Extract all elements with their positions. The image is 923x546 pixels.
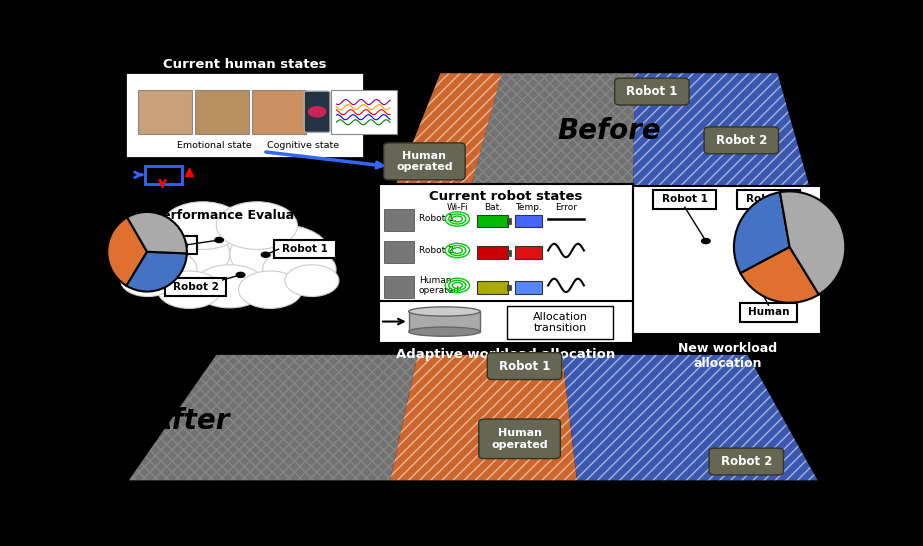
FancyBboxPatch shape bbox=[331, 90, 397, 134]
Text: Adaptive workload allocation: Adaptive workload allocation bbox=[396, 348, 616, 361]
FancyBboxPatch shape bbox=[487, 353, 562, 379]
Polygon shape bbox=[390, 353, 577, 482]
Text: Robot 1: Robot 1 bbox=[626, 85, 677, 98]
FancyBboxPatch shape bbox=[252, 90, 306, 134]
Circle shape bbox=[161, 207, 299, 289]
Circle shape bbox=[285, 265, 339, 296]
FancyBboxPatch shape bbox=[704, 127, 778, 154]
Polygon shape bbox=[633, 72, 813, 194]
Circle shape bbox=[751, 245, 761, 250]
Circle shape bbox=[238, 271, 302, 308]
Text: Bat.: Bat. bbox=[484, 203, 502, 212]
Text: Error: Error bbox=[555, 203, 577, 212]
Text: Current robot states: Current robot states bbox=[429, 191, 582, 203]
Wedge shape bbox=[740, 247, 819, 302]
Polygon shape bbox=[126, 353, 418, 482]
FancyBboxPatch shape bbox=[508, 218, 511, 224]
FancyBboxPatch shape bbox=[384, 209, 414, 231]
Text: Human
operated:: Human operated: bbox=[419, 276, 462, 295]
Wedge shape bbox=[107, 217, 147, 286]
FancyBboxPatch shape bbox=[138, 90, 192, 134]
Circle shape bbox=[124, 248, 197, 291]
Text: Human: Human bbox=[147, 240, 188, 250]
Circle shape bbox=[129, 224, 230, 283]
FancyBboxPatch shape bbox=[409, 311, 480, 331]
Text: Robot 2: Robot 2 bbox=[721, 455, 772, 468]
FancyBboxPatch shape bbox=[164, 278, 226, 296]
Circle shape bbox=[193, 265, 267, 308]
Circle shape bbox=[751, 278, 761, 283]
FancyBboxPatch shape bbox=[476, 215, 508, 227]
Circle shape bbox=[230, 224, 330, 283]
Circle shape bbox=[121, 265, 174, 296]
FancyBboxPatch shape bbox=[508, 306, 613, 339]
Circle shape bbox=[308, 106, 326, 117]
Circle shape bbox=[162, 202, 244, 250]
Text: Cognitive state: Cognitive state bbox=[268, 141, 340, 150]
Text: After: After bbox=[150, 407, 230, 435]
Ellipse shape bbox=[409, 327, 480, 336]
FancyBboxPatch shape bbox=[138, 236, 198, 254]
Text: New workload
allocation: New workload allocation bbox=[677, 342, 777, 370]
Wedge shape bbox=[127, 212, 186, 253]
Text: Current human states: Current human states bbox=[162, 57, 326, 70]
FancyBboxPatch shape bbox=[740, 303, 797, 322]
Text: Wi-Fi: Wi-Fi bbox=[447, 203, 468, 212]
Circle shape bbox=[263, 248, 336, 291]
Circle shape bbox=[216, 202, 297, 250]
Text: Emotional state: Emotional state bbox=[176, 141, 251, 150]
FancyBboxPatch shape bbox=[515, 246, 543, 259]
Text: Performance Evaluation: Performance Evaluation bbox=[152, 210, 321, 222]
FancyBboxPatch shape bbox=[195, 90, 249, 134]
Circle shape bbox=[261, 252, 270, 257]
Circle shape bbox=[215, 238, 223, 242]
FancyBboxPatch shape bbox=[476, 246, 508, 259]
FancyBboxPatch shape bbox=[384, 276, 414, 298]
FancyBboxPatch shape bbox=[615, 78, 689, 105]
Text: Robot 1: Robot 1 bbox=[282, 244, 328, 254]
FancyBboxPatch shape bbox=[378, 183, 633, 302]
FancyBboxPatch shape bbox=[515, 215, 543, 227]
Text: Robot 2: Robot 2 bbox=[715, 134, 767, 147]
FancyBboxPatch shape bbox=[384, 143, 465, 180]
Circle shape bbox=[236, 272, 245, 277]
FancyBboxPatch shape bbox=[126, 72, 364, 158]
Text: Robot 1: Robot 1 bbox=[498, 360, 550, 372]
FancyBboxPatch shape bbox=[653, 189, 716, 209]
FancyBboxPatch shape bbox=[515, 281, 543, 294]
Polygon shape bbox=[562, 353, 820, 482]
FancyBboxPatch shape bbox=[508, 250, 511, 256]
FancyBboxPatch shape bbox=[305, 91, 330, 132]
Text: Human: Human bbox=[748, 307, 789, 317]
FancyBboxPatch shape bbox=[508, 284, 511, 290]
Text: Robot 1:: Robot 1: bbox=[419, 215, 456, 223]
Polygon shape bbox=[469, 72, 634, 194]
FancyBboxPatch shape bbox=[633, 186, 821, 334]
Text: Human
operated: Human operated bbox=[491, 428, 548, 450]
Circle shape bbox=[158, 271, 222, 308]
Text: Before: Before bbox=[557, 117, 661, 145]
Circle shape bbox=[701, 239, 710, 244]
Text: Robot 2:: Robot 2: bbox=[419, 246, 456, 255]
Text: Robot 2: Robot 2 bbox=[746, 194, 791, 204]
Wedge shape bbox=[734, 192, 790, 273]
Text: Robot 1: Robot 1 bbox=[662, 194, 708, 204]
FancyBboxPatch shape bbox=[479, 419, 560, 459]
FancyBboxPatch shape bbox=[274, 240, 336, 258]
Text: Temp.: Temp. bbox=[515, 203, 543, 212]
Wedge shape bbox=[126, 252, 186, 292]
Text: Allocation
transition: Allocation transition bbox=[533, 312, 588, 333]
Text: Robot 2: Robot 2 bbox=[173, 282, 219, 292]
Ellipse shape bbox=[409, 307, 480, 316]
Polygon shape bbox=[390, 72, 502, 194]
Text: Human
operated: Human operated bbox=[396, 151, 452, 172]
FancyBboxPatch shape bbox=[384, 241, 414, 263]
FancyBboxPatch shape bbox=[476, 281, 508, 294]
FancyBboxPatch shape bbox=[378, 301, 633, 342]
FancyBboxPatch shape bbox=[737, 189, 800, 209]
FancyBboxPatch shape bbox=[709, 448, 784, 475]
Wedge shape bbox=[780, 192, 845, 294]
